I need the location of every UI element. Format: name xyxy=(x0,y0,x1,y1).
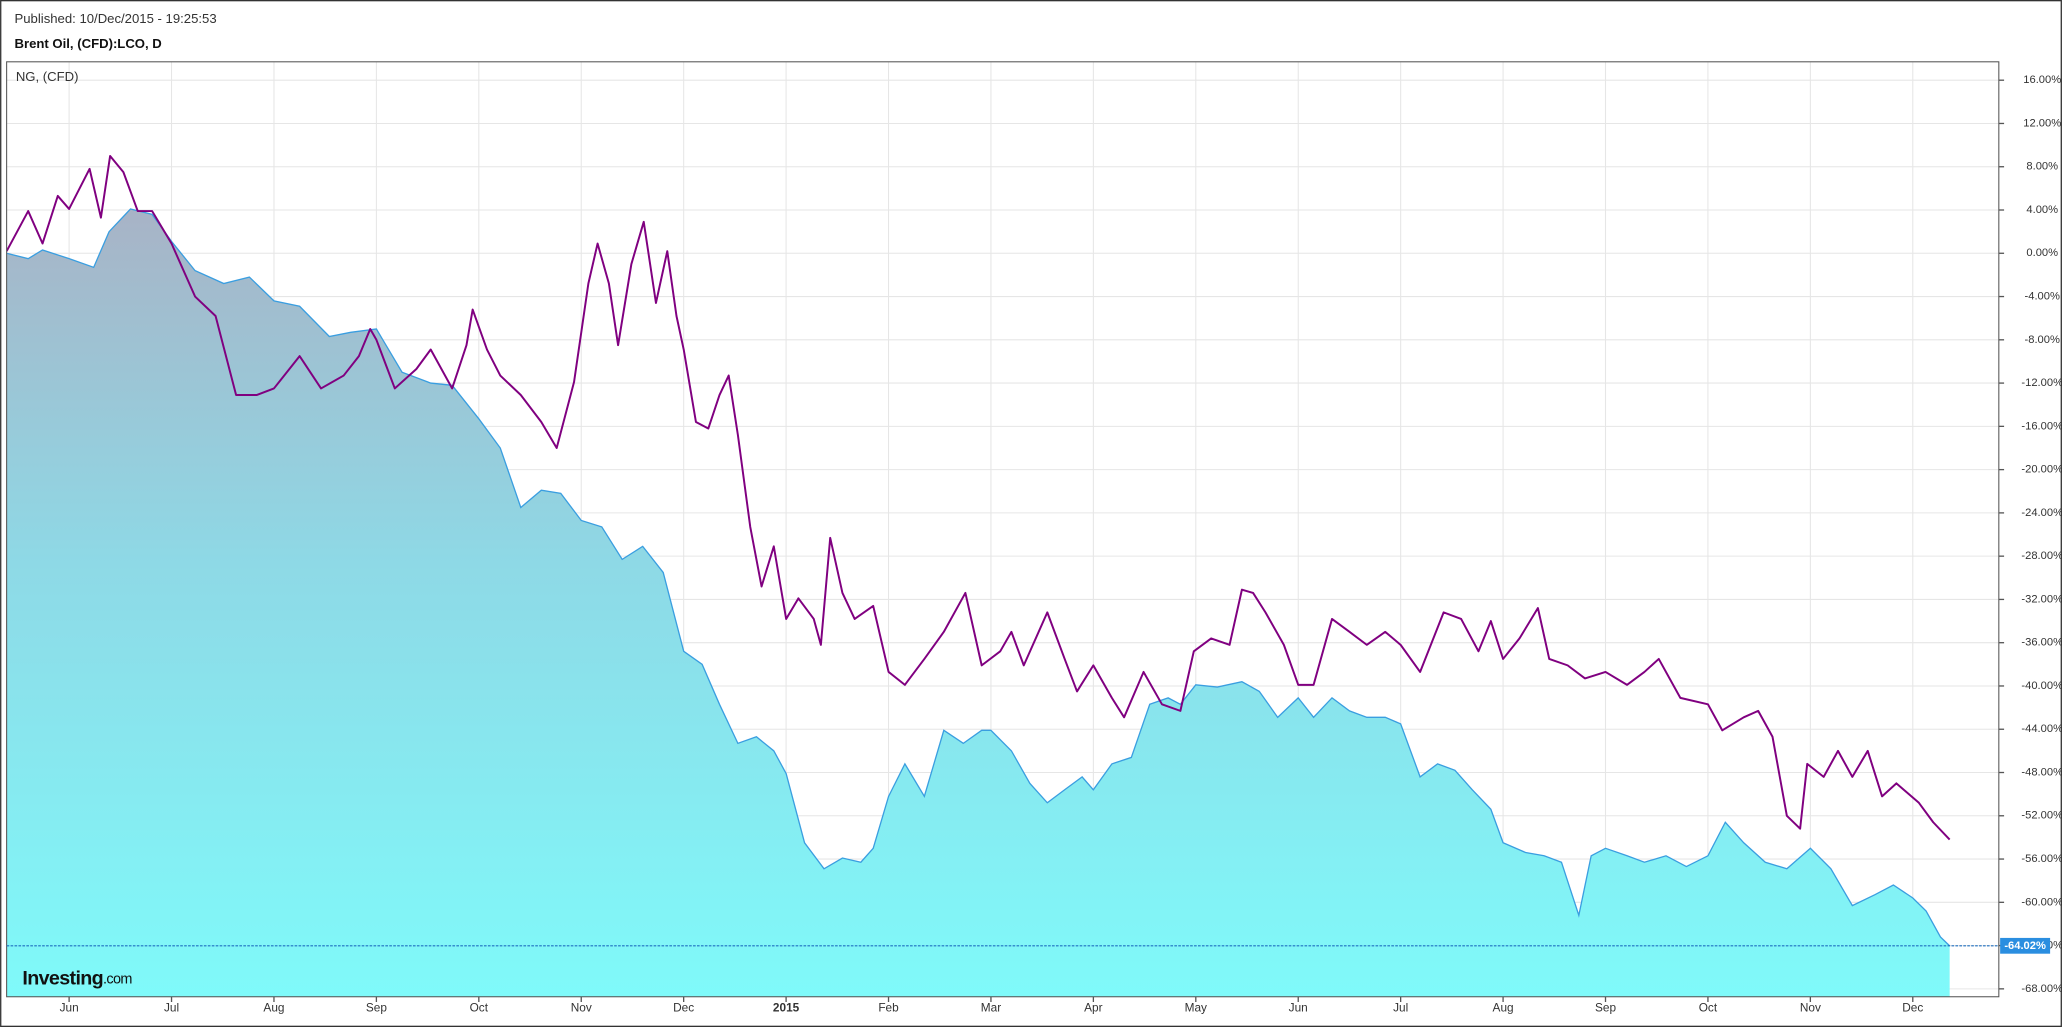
x-tick-label: 2015 xyxy=(773,1001,800,1015)
y-tick-label: -32.00% xyxy=(2021,593,2062,605)
x-tick-label: Oct xyxy=(1699,1001,1718,1015)
x-tick-label: Apr xyxy=(1084,1001,1102,1015)
y-tick-label: -4.00% xyxy=(2025,290,2060,302)
y-tick-label: -48.00% xyxy=(2021,766,2062,778)
y-tick-label: -20.00% xyxy=(2021,464,2062,476)
x-tick-label: Jun xyxy=(1289,1001,1308,1015)
chart-title: Brent Oil, (CFD):LCO, D xyxy=(15,36,162,51)
x-tick-label: Aug xyxy=(1493,1001,1514,1015)
y-tick-label: -44.00% xyxy=(2021,723,2062,735)
y-tick-label: -24.00% xyxy=(2021,507,2062,519)
x-tick-label: Jul xyxy=(164,1001,179,1015)
x-tick-label: Sep xyxy=(366,1001,387,1015)
current-value-label: -64.02% xyxy=(2004,940,2046,952)
y-tick-label: -28.00% xyxy=(2021,550,2062,562)
current-value-badge xyxy=(2000,937,2051,954)
x-tick-label: Sep xyxy=(1595,1001,1616,1015)
plot xyxy=(6,154,1951,997)
y-tick-label: -12.00% xyxy=(2021,377,2062,389)
x-tick-label: Dec xyxy=(1902,1001,1923,1015)
y-tick-label: -40.00% xyxy=(2021,680,2062,692)
x-tick-label: Mar xyxy=(981,1001,1001,1015)
legend-entry: NG, (CFD) xyxy=(16,69,79,84)
x-tick-label: Nov xyxy=(1800,1001,1821,1015)
y-tick-label: 8.00% xyxy=(2026,161,2058,173)
x-tick-label: Jun xyxy=(60,1001,79,1015)
x-tick-label: Nov xyxy=(571,1001,592,1015)
x-tick-label: Feb xyxy=(878,1001,899,1015)
y-tick-label: 4.00% xyxy=(2026,204,2058,216)
y-tick-label: -36.00% xyxy=(2021,637,2062,649)
x-tick-label: Dec xyxy=(673,1001,694,1015)
x-tick-label: Aug xyxy=(263,1001,284,1015)
y-tick-label: -52.00% xyxy=(2021,810,2062,822)
y-tick-label: -8.00% xyxy=(2025,334,2060,346)
x-tick-label: Oct xyxy=(470,1001,489,1015)
y-tick-label: 12.00% xyxy=(2023,117,2061,129)
y-tick-label: 16.00% xyxy=(2023,74,2061,86)
line xyxy=(6,154,1951,841)
area-line xyxy=(6,208,1951,947)
area xyxy=(6,208,1950,997)
watermark: Investing.com xyxy=(22,968,132,990)
watermark-suffix: .com xyxy=(103,971,132,987)
y-tick-label: -68.00% xyxy=(2021,983,2062,995)
y-tick-label: -16.00% xyxy=(2021,420,2062,432)
y-tick-label: -56.00% xyxy=(2021,853,2062,865)
plot-border xyxy=(6,61,2000,998)
published: Published: 10/Dec/2015 - 19:25:53 xyxy=(15,11,217,26)
axes: 16.00% 12.00% 8.00% 4.00% 0.00% -4.00% -8.00% -… xyxy=(60,74,2062,1015)
y-tick-label: 0.00% xyxy=(2026,247,2058,259)
watermark-name: Investing xyxy=(22,968,103,990)
x-tick-label: May xyxy=(1185,1001,1207,1015)
y-tick-label: -60.00% xyxy=(2021,896,2062,908)
x-tick-label: Jul xyxy=(1393,1001,1408,1015)
